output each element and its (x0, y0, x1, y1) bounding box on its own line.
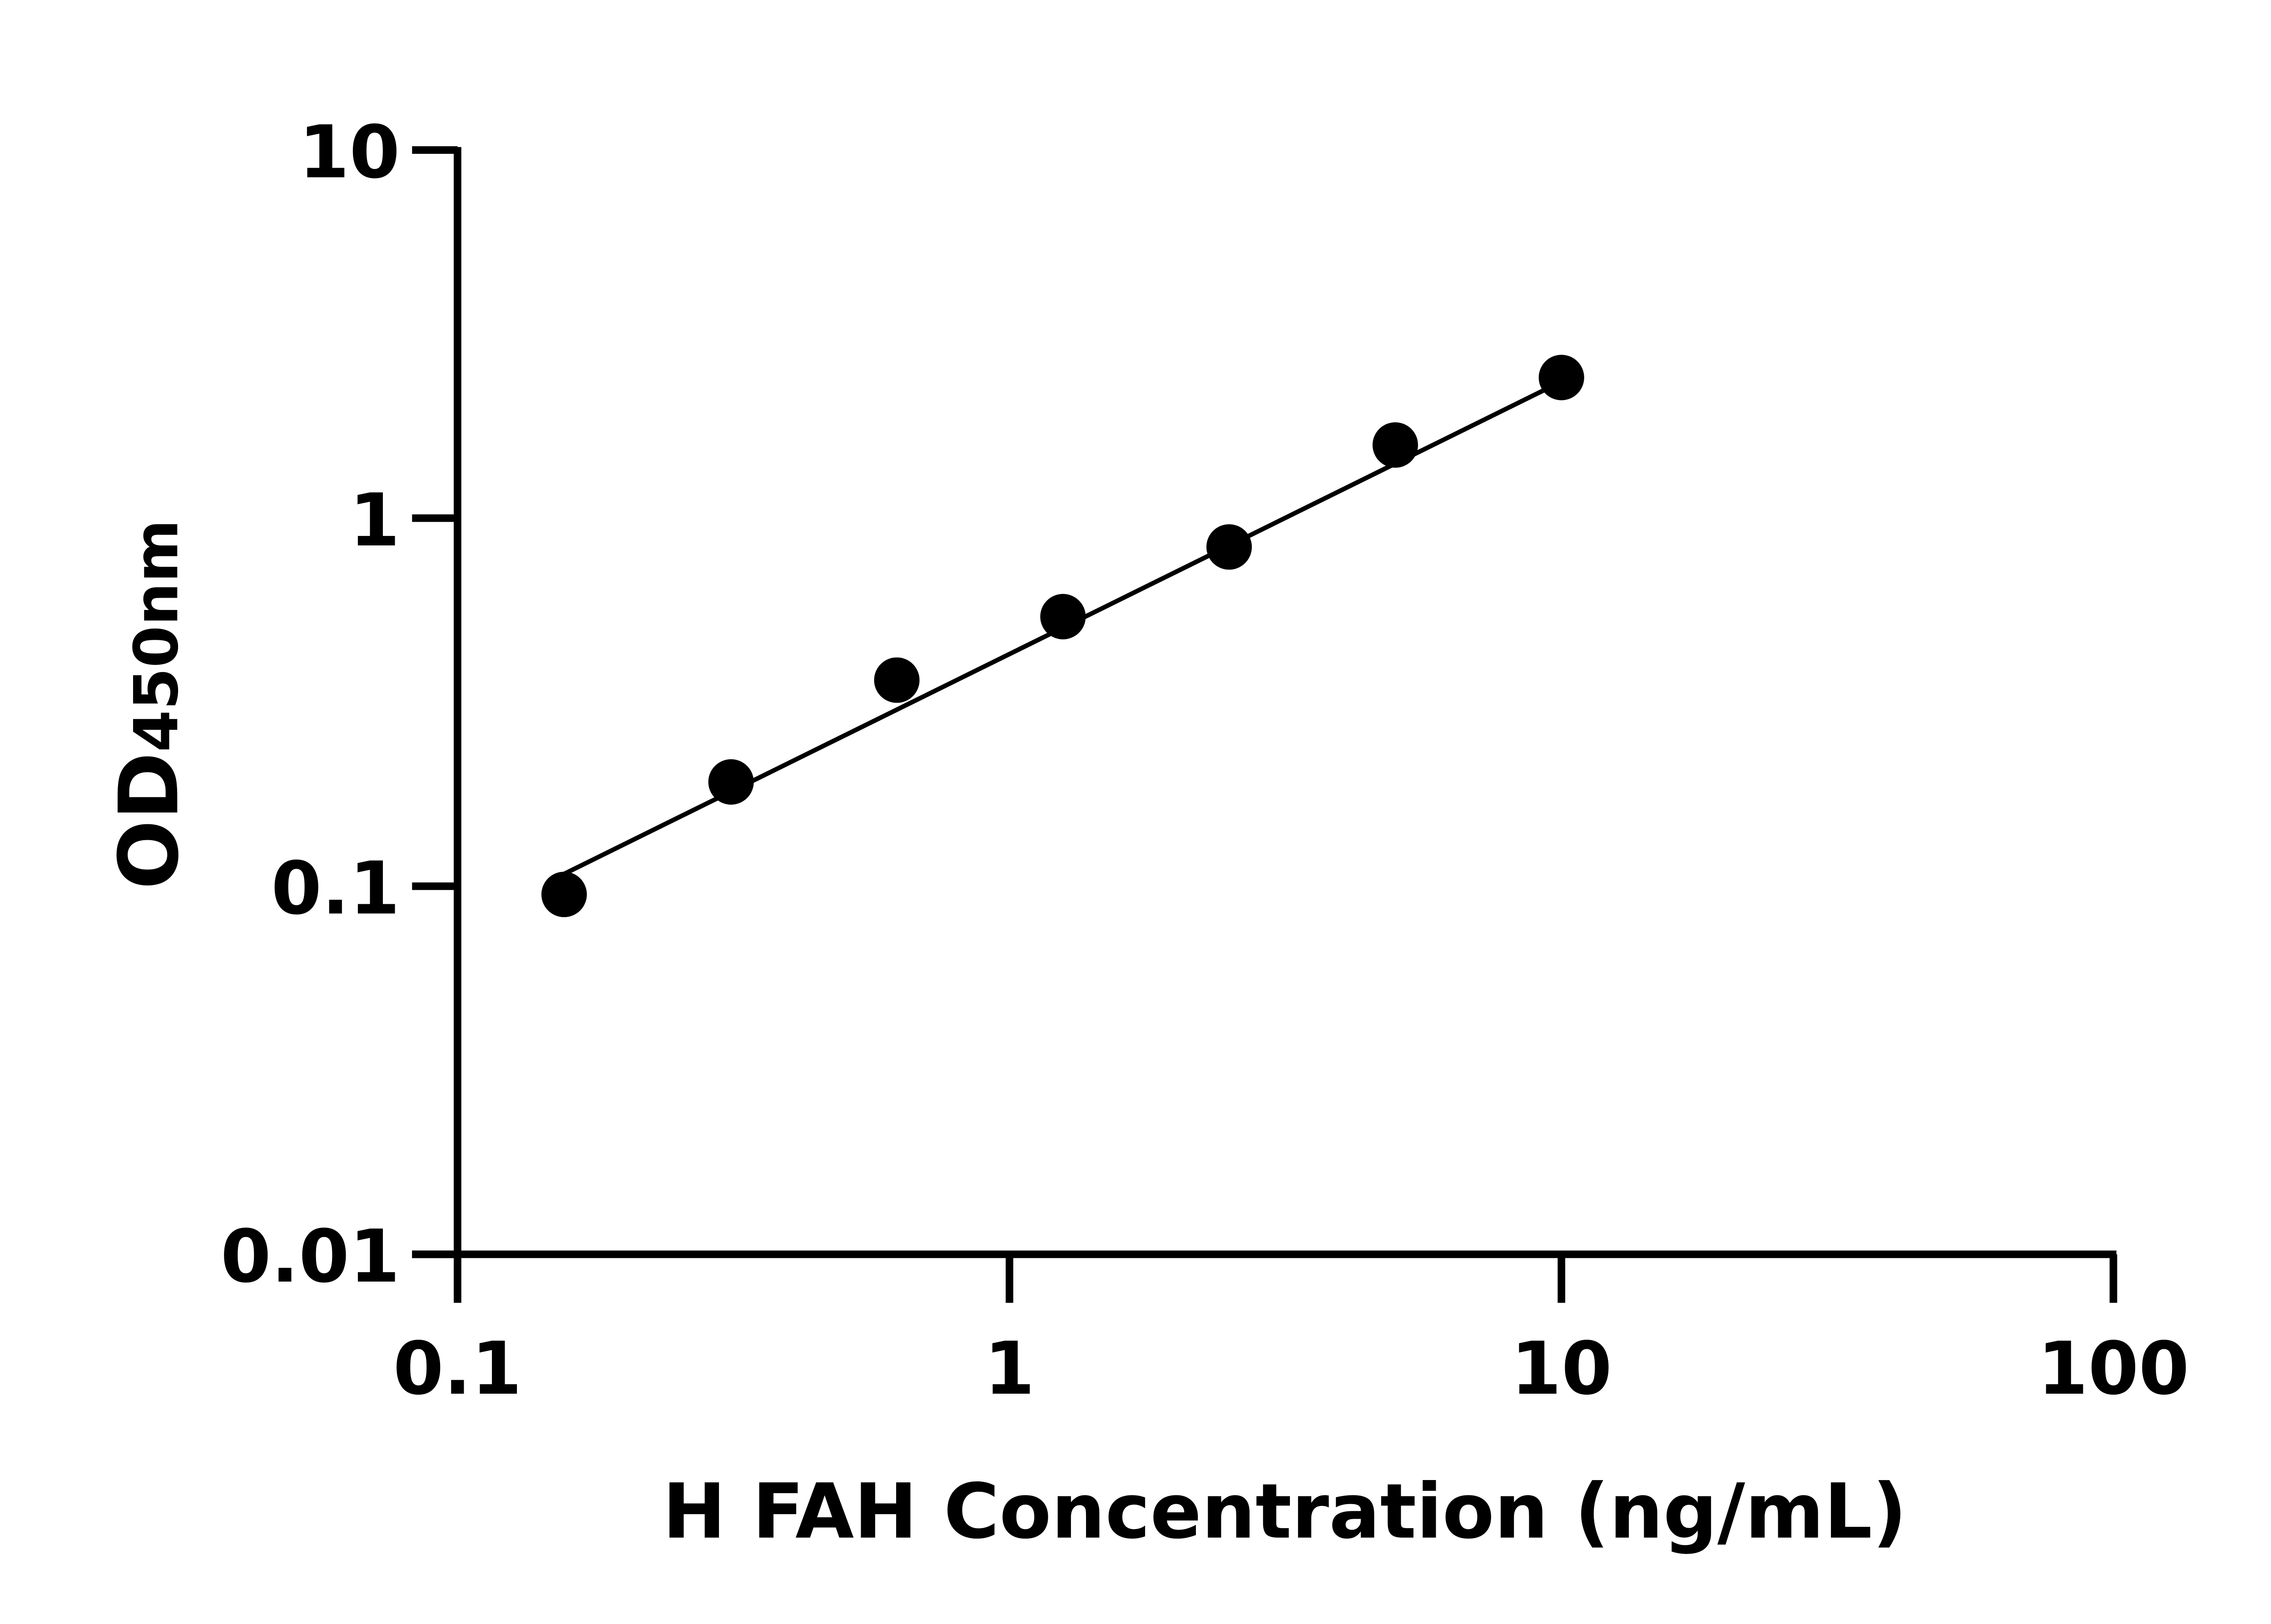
data-point (1040, 594, 1086, 639)
tick-labels: 0.01 0.1 1 10 0.1 1 10 100 (221, 109, 2190, 1411)
data-point (1538, 355, 1584, 401)
x-axis-label: H FAH Concentration (ng/mL) (663, 1468, 1907, 1556)
x-tick-label: 1 (984, 1326, 1035, 1411)
y-axis-label-sub: 450nm (121, 520, 192, 752)
data-point (1372, 422, 1418, 468)
data-point (874, 657, 920, 703)
x-tick-label: 0.1 (393, 1326, 522, 1411)
data-point (541, 871, 587, 917)
y-axis-label-main: OD (102, 752, 197, 890)
x-tick-label: 10 (1511, 1326, 1612, 1411)
data-point (1206, 524, 1252, 570)
y-tick-label: 1 (349, 478, 400, 563)
data-marks (541, 355, 1584, 917)
y-axis-label: OD450nm (102, 520, 197, 890)
axes (412, 146, 2117, 1303)
y-tick-label: 0.1 (271, 846, 400, 931)
y-tick-label: 10 (299, 109, 400, 194)
x-tick-label: 100 (2038, 1326, 2189, 1411)
y-tick-label: 0.01 (221, 1214, 400, 1299)
data-point (708, 759, 754, 805)
